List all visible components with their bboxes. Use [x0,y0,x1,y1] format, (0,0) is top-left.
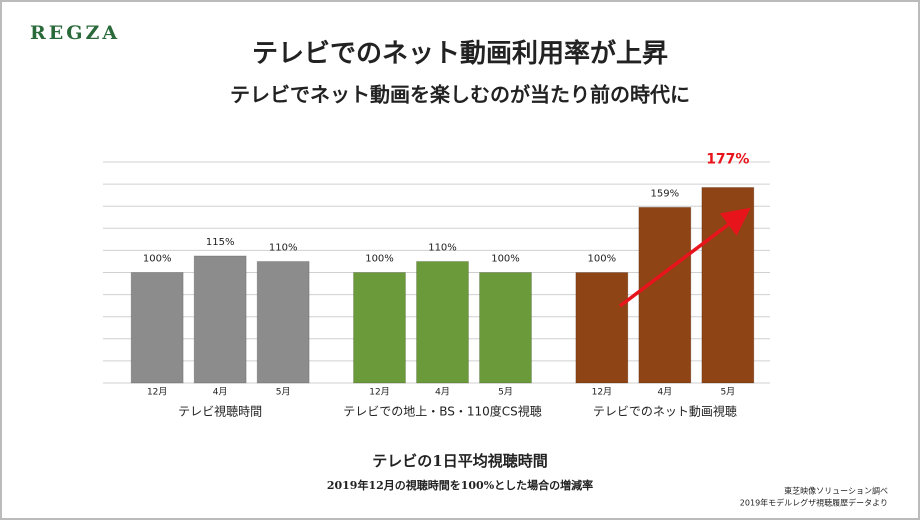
value-label: 159% [651,188,680,199]
bar [416,260,469,384]
x-tick-label: 12月 [369,387,389,398]
group-label: テレビ視聴時間 [178,404,262,419]
source: 2019年モデルレグザ視聴履歴データより [740,498,888,508]
logo: REGZA [30,22,120,44]
bar [353,272,406,384]
x-tick-label: 5月 [498,387,513,398]
group-label: テレビでの地上・BS・110度CS視聴 [343,404,542,419]
x-tick-label: 4月 [657,387,672,398]
bar [701,186,755,384]
bar [479,272,532,384]
subtitle: テレビでネット動画を楽しむのが当たり前の時代に [230,83,690,107]
value-label: 110% [269,242,298,253]
bar [638,206,692,384]
bar [575,272,629,384]
bar [193,255,247,384]
value-label: 115% [206,237,235,248]
title: テレビでのネット動画利用率が上昇 [252,38,668,69]
x-tick-label: 5月 [720,387,735,398]
x-tick-label: 5月 [276,387,291,398]
x-tick-label: 12月 [147,387,167,398]
source: 東芝映像ソリューション調べ [784,486,888,496]
chart-title: テレビの1日平均視聴時間 [372,452,547,470]
value-label: 100% [588,254,617,265]
group-label: テレビでのネット動画視聴 [593,404,737,419]
value-label: 177% [706,151,749,167]
plot: テレビ視聴時間 12月 100% 4月 115% 5月 110% テレビでの地上・BS・110… [103,151,770,419]
x-tick-label: 4月 [213,387,228,398]
value-label: 110% [428,242,457,253]
chart-subtitle: 2019年12月の視聴時間を100%とした場合の増減率 [327,478,593,492]
bar [130,272,184,384]
value-label: 100% [365,254,394,265]
value-label: 100% [491,254,520,265]
x-tick-label: 4月 [435,387,450,398]
value-label: 100% [143,254,172,265]
x-tick-label: 12月 [592,387,612,398]
trend-arrow [618,207,751,308]
bar [256,260,310,384]
